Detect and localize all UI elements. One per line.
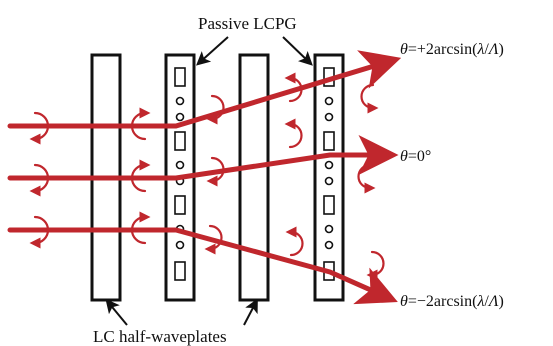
beam-middle bbox=[7, 135, 399, 181]
polarization-curl-icon bbox=[366, 250, 385, 281]
passive-lcpg-label: Passive LCPG bbox=[198, 14, 297, 33]
output-angle-middle-label: θ=0° bbox=[400, 148, 431, 165]
polarization-curl-icon bbox=[284, 72, 303, 103]
pointer-arrow-icon bbox=[282, 36, 313, 66]
polarization-curl-icon bbox=[130, 159, 151, 193]
polarization-curl-icon bbox=[357, 163, 376, 194]
polarization-curl-icon bbox=[130, 211, 151, 245]
polarization-curl-icon bbox=[29, 163, 50, 197]
polarization-curl-icon bbox=[284, 118, 303, 149]
pointer-arrow-icon bbox=[105, 298, 128, 326]
polarization-curl-icon bbox=[29, 215, 50, 249]
pointer-arrow-icon bbox=[243, 298, 258, 326]
polarization-curl-icon bbox=[206, 94, 225, 125]
polarization-curl-icon bbox=[360, 83, 379, 114]
polarization-curl-icon bbox=[204, 224, 223, 255]
lc-half-waveplate-2 bbox=[238, 53, 270, 302]
polarization-curl-icon bbox=[130, 107, 151, 141]
beam-bottom bbox=[7, 227, 398, 305]
output-angle-top-label: θ=+2arcsin(λ/Λ) bbox=[400, 41, 504, 58]
polarization-curl-icon bbox=[285, 226, 304, 257]
pointer-arrow-icon bbox=[196, 36, 229, 66]
lc-half-waveplates-label: LC half-waveplates bbox=[93, 327, 227, 346]
beam-top bbox=[7, 50, 402, 129]
lcpg-1-grating-pattern bbox=[174, 67, 186, 281]
polarization-curl-icon bbox=[206, 156, 225, 187]
polarization-curl-icon bbox=[29, 111, 50, 145]
output-angle-bottom-label: θ=−2arcsin(λ/Λ) bbox=[400, 293, 504, 310]
